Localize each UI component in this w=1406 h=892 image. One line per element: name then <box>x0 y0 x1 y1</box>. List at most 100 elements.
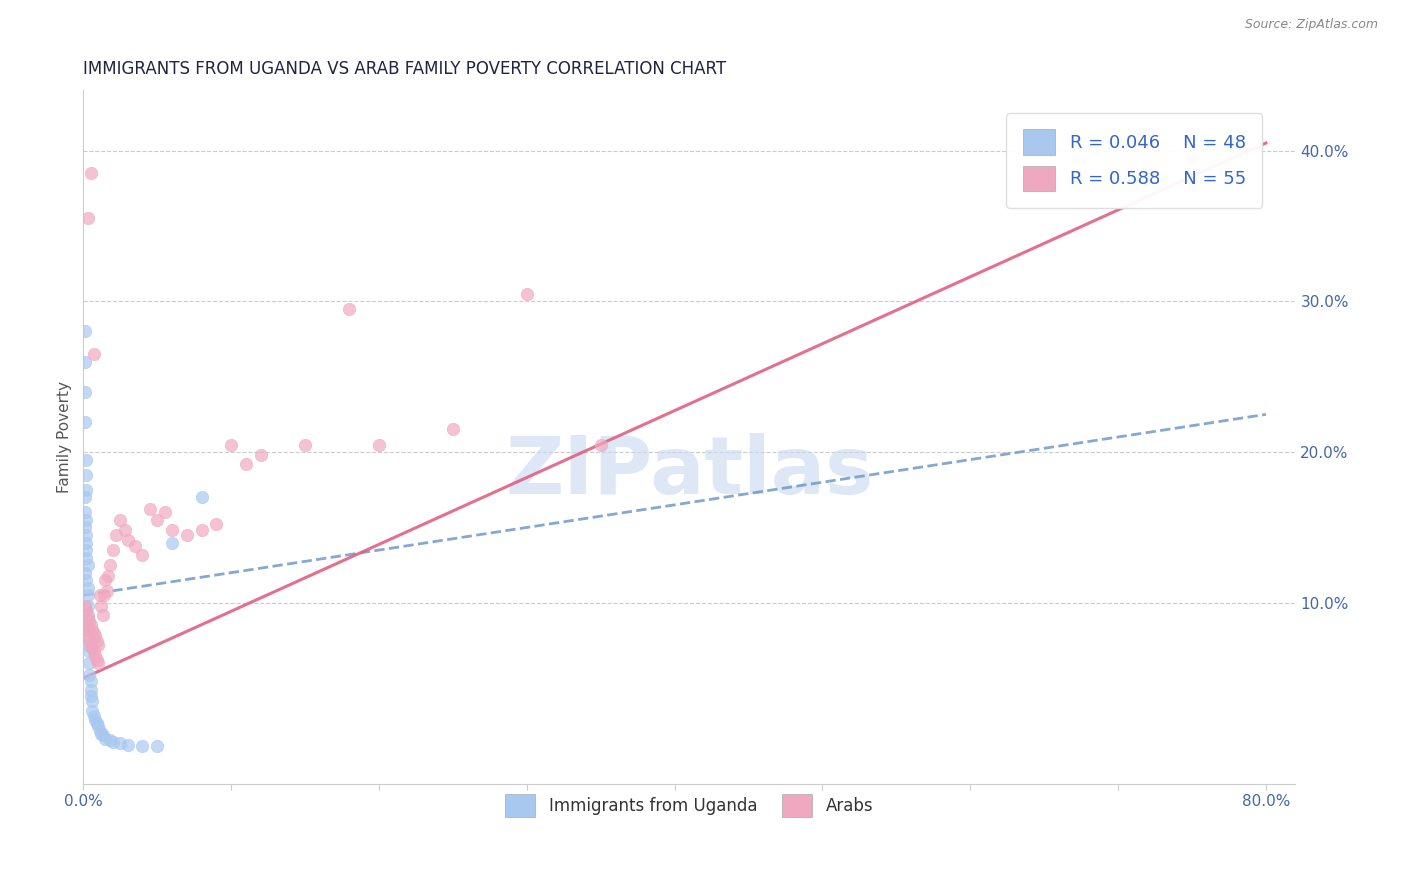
Point <box>79 690 101 704</box>
Point <box>75 603 97 617</box>
Point <box>75 483 97 497</box>
Point <box>124 539 146 553</box>
Point <box>205 517 228 532</box>
Point <box>76 588 98 602</box>
Point <box>76 638 98 652</box>
Point <box>75 467 97 482</box>
Point <box>516 286 538 301</box>
Point <box>76 211 98 226</box>
Text: ZIPatlas: ZIPatlas <box>505 433 873 511</box>
Point <box>86 716 108 731</box>
Point <box>93 588 115 602</box>
Point <box>77 614 100 628</box>
Point <box>1181 151 1204 165</box>
Point <box>76 607 98 622</box>
Point <box>117 533 139 547</box>
Point <box>76 623 98 637</box>
Point <box>73 354 96 368</box>
Point <box>83 347 105 361</box>
Point <box>235 457 257 471</box>
Point <box>77 633 100 648</box>
Point <box>146 739 169 753</box>
Point <box>82 623 104 637</box>
Point <box>153 505 176 519</box>
Point <box>84 648 107 663</box>
Point <box>294 437 316 451</box>
Point <box>82 694 104 708</box>
Point <box>83 644 105 658</box>
Text: IMMIGRANTS FROM UGANDA VS ARAB FAMILY POVERTY CORRELATION CHART: IMMIGRANTS FROM UGANDA VS ARAB FAMILY PO… <box>83 60 727 78</box>
Point <box>84 714 107 728</box>
Point <box>219 437 242 451</box>
Point <box>101 734 124 748</box>
Point <box>337 301 360 316</box>
Point <box>82 705 104 719</box>
Point <box>104 528 127 542</box>
Point <box>97 568 120 582</box>
Point <box>98 733 121 747</box>
Point <box>441 422 464 436</box>
Point <box>190 524 212 538</box>
Point <box>101 543 124 558</box>
Point <box>139 502 162 516</box>
Point <box>73 325 96 339</box>
Point <box>76 558 98 573</box>
Point <box>86 633 108 648</box>
Point <box>589 437 612 451</box>
Point <box>117 738 139 752</box>
Point <box>73 599 96 613</box>
Point <box>131 739 153 753</box>
Point <box>110 736 132 750</box>
Point <box>94 573 117 587</box>
Point <box>79 683 101 698</box>
Point <box>114 524 136 538</box>
Point <box>73 566 96 580</box>
Point <box>90 599 112 613</box>
Point <box>368 437 391 451</box>
Point <box>75 543 97 558</box>
Point <box>76 581 98 595</box>
Point <box>75 550 97 565</box>
Point <box>79 674 101 689</box>
Point <box>94 731 117 746</box>
Legend: Immigrants from Uganda, Arabs: Immigrants from Uganda, Arabs <box>499 787 880 824</box>
Point <box>83 626 105 640</box>
Point <box>77 668 100 682</box>
Point <box>98 558 121 573</box>
Point <box>91 729 114 743</box>
Point <box>76 611 98 625</box>
Point <box>77 644 100 658</box>
Text: Source: ZipAtlas.com: Source: ZipAtlas.com <box>1244 18 1378 31</box>
Point <box>75 513 97 527</box>
Point <box>160 535 183 549</box>
Point <box>73 618 96 632</box>
Point <box>89 588 111 602</box>
Point <box>176 528 198 542</box>
Point <box>91 607 114 622</box>
Y-axis label: Family Poverty: Family Poverty <box>58 381 72 493</box>
Point <box>75 573 97 587</box>
Point <box>79 166 101 180</box>
Point <box>87 656 110 670</box>
Point <box>73 384 96 399</box>
Point <box>86 653 108 667</box>
Point <box>87 719 110 733</box>
Point <box>249 448 271 462</box>
Point <box>75 452 97 467</box>
Point <box>75 535 97 549</box>
Point <box>73 505 96 519</box>
Point <box>82 641 104 656</box>
Point <box>90 727 112 741</box>
Point <box>76 599 98 613</box>
Point <box>76 629 98 643</box>
Point <box>190 491 212 505</box>
Point <box>131 548 153 562</box>
Point <box>160 524 183 538</box>
Point <box>75 623 97 637</box>
Point <box>73 520 96 534</box>
Point <box>146 513 169 527</box>
Point <box>84 629 107 643</box>
Point <box>75 528 97 542</box>
Point <box>77 656 100 670</box>
Point <box>89 723 111 738</box>
